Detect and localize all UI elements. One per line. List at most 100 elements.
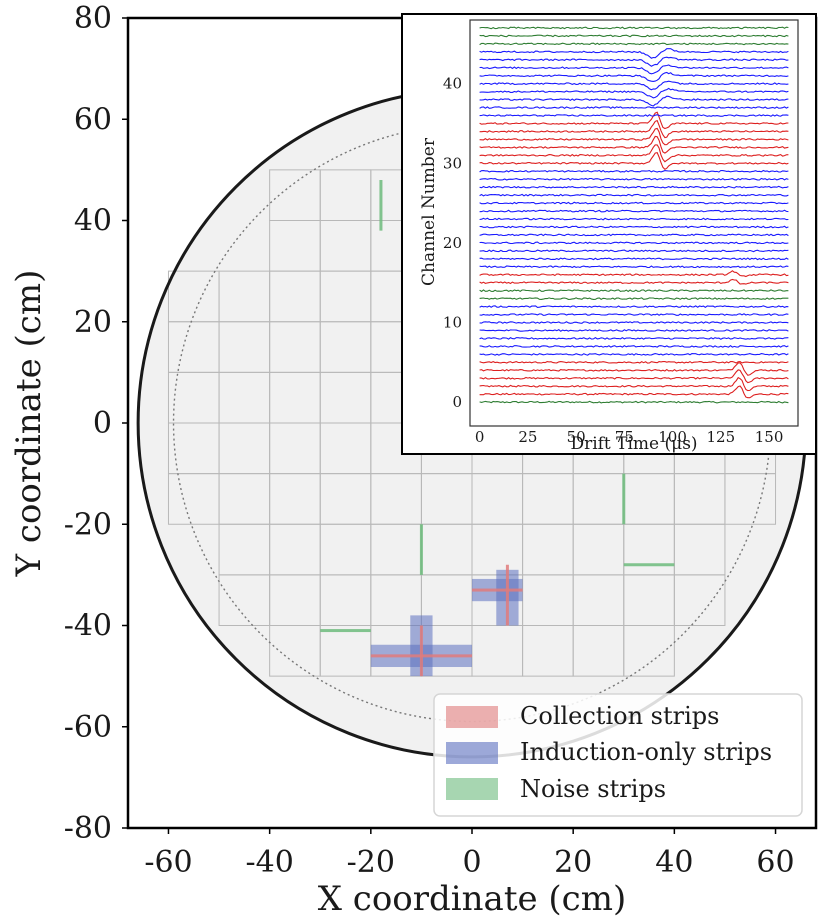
inset-x-tick-label: 0 [475,428,485,446]
y-tick-label: -40 [64,609,112,644]
channel-trace-induction [479,114,789,117]
channel-trace-collection [479,135,789,154]
channel-trace-collection [479,385,789,399]
channel-trace-noise [479,26,789,30]
x-tick-label: 60 [756,845,794,880]
channel-trace-collection [479,360,789,364]
y-axis-label: Y coordinate (cm) [9,270,49,578]
y-tick-label: 60 [74,102,112,137]
inset-plot-frame [469,19,799,427]
noise-strip [320,629,371,633]
x-tick-label: -60 [144,845,192,880]
main-axis-ticks: -60 -40 -20 0 20 40 60 80 60 40 20 0 -20 -40 -60 -80 [64,1,795,880]
channel-trace-induction [479,95,789,107]
inset-x-tick-label: 75 [615,428,634,446]
channel-trace-induction [479,201,789,205]
x-axis-label: X coordinate (cm) [318,879,626,919]
y-tick-label: 40 [74,204,112,239]
y-tick-label: 0 [93,406,112,441]
channel-trace-noise [479,400,789,404]
inset-y-tick-label: 20 [443,234,462,252]
channel-trace-induction [479,225,789,229]
inset-y-axis-label: Channel Number [419,137,439,286]
channel-trace-induction [479,233,789,237]
channel-trace-collection [479,127,789,146]
noise-strip [622,473,626,525]
channel-trace-noise [479,289,789,293]
channel-trace-collection [479,376,789,392]
channel-trace-induction [479,71,789,82]
x-tick-label: -40 [245,845,293,880]
inset-panel: 0 25 50 75 100 125 150 0 10 20 30 40 Drift Time (μs… [401,13,817,455]
legend-label-induction: Induction-only strips [520,738,772,766]
detector-tile [673,523,726,576]
inset-x-tick-label: 150 [755,428,784,446]
inset-y-tick-label: 30 [443,154,462,172]
legend: Collection strips Induction-only strips … [433,693,803,817]
collection-strip [472,588,523,592]
x-tick-label: -20 [347,845,395,880]
inset-axis-ticks: 0 25 50 75 100 125 150 0 10 20 30 40 [443,75,783,447]
legend-swatch-collection [446,706,498,728]
inset-x-tick-label: 125 [707,428,736,446]
channel-trace-induction [479,48,789,59]
channel-trace-induction [479,305,789,309]
channel-trace-collection [479,369,789,384]
channel-trace-induction [479,80,789,91]
inset-y-tick-label: 10 [443,314,462,332]
inset-y-tick-label: 0 [452,393,462,411]
legend-label-collection: Collection strips [520,702,719,730]
noise-strip [379,180,383,231]
y-tick-label: -60 [64,710,112,745]
noise-strip [419,524,423,575]
legend-box [433,693,803,817]
channel-trace-noise [479,297,789,301]
channel-trace-induction [479,217,789,221]
inset-x-tick-label: 100 [658,428,687,446]
collection-strip [419,625,423,677]
channel-trace-induction [479,169,789,173]
channel-trace-induction [479,106,789,109]
y-tick-label: -80 [64,811,112,846]
channel-trace-induction [479,321,789,324]
inset-traces [479,26,789,404]
channel-trace-collection [479,362,789,376]
collection-strip [505,564,509,626]
channel-trace-induction [479,353,789,356]
channel-trace-induction [479,265,789,269]
channel-trace-induction [479,177,789,181]
channel-trace-induction [479,56,789,67]
channel-trace-induction [479,209,789,213]
legend-label-noise: Noise strips [520,775,666,803]
channel-trace-collection [479,151,789,170]
legend-swatch-noise [446,778,498,800]
channel-trace-collection [479,278,789,285]
channel-trace-induction [479,257,789,261]
channel-trace-collection [479,270,789,278]
detector-tile [623,625,675,677]
channel-trace-induction [479,64,789,75]
channel-trace-induction [479,241,789,245]
y-tick-label: 80 [74,1,112,36]
inset-x-tick-label: 25 [518,428,537,446]
channel-trace-noise [479,34,789,38]
channel-trace-induction [479,313,789,316]
channel-trace-induction [479,345,789,348]
x-tick-label: 20 [554,845,592,880]
inset-y-tick-label: 40 [443,75,462,93]
channel-trace-induction [479,87,789,99]
channel-trace-collection [479,144,789,163]
y-tick-label: -20 [64,507,112,542]
x-tick-label: 40 [655,845,693,880]
channel-trace-noise [479,42,789,46]
channel-trace-collection [479,119,789,139]
noise-strip [623,563,675,567]
channel-trace-induction [479,337,789,340]
inset-x-tick-label: 50 [567,428,586,446]
channel-trace-induction [479,193,789,197]
channel-trace-induction [479,249,789,253]
channel-trace-induction [479,329,789,332]
inset-x-axis-label: Drift Time (μs) [570,434,697,454]
strip-layer [320,180,675,677]
